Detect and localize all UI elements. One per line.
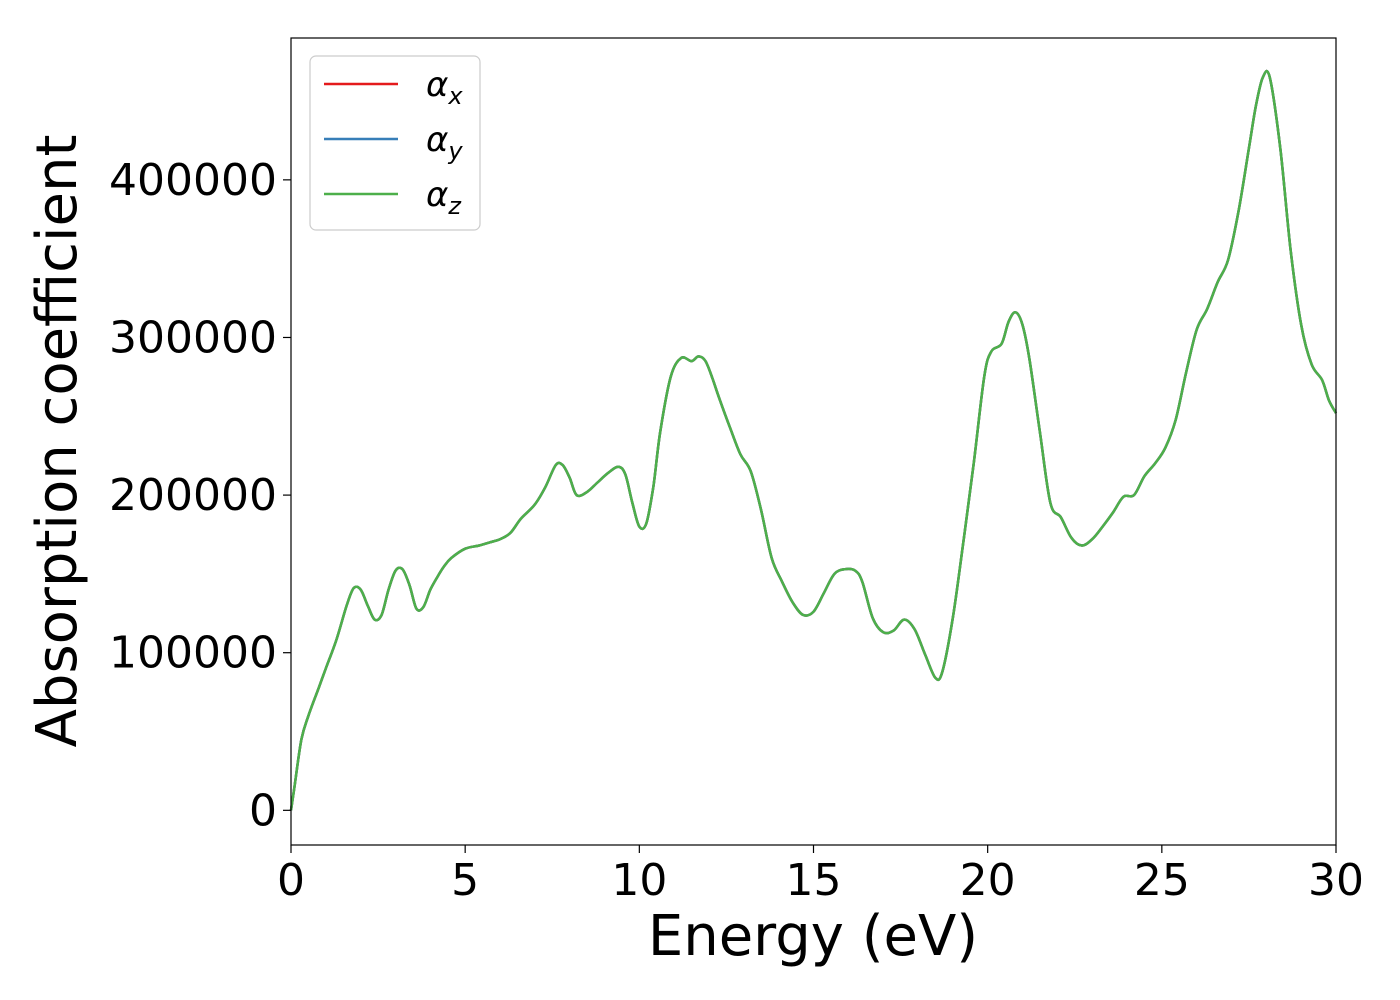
legend-label: αx bbox=[426, 65, 463, 110]
series-line-αz bbox=[289, 69, 1338, 811]
y-tick-label: 100000 bbox=[109, 628, 277, 679]
y-axis-label: Absorption coefficient bbox=[25, 135, 90, 748]
series-layer bbox=[289, 69, 1338, 811]
x-tick-label: 5 bbox=[451, 855, 479, 906]
legend-label: αy bbox=[426, 120, 463, 165]
x-tick-label: 20 bbox=[960, 855, 1016, 906]
x-tick-label: 30 bbox=[1308, 855, 1364, 906]
x-tick-label: 15 bbox=[786, 855, 842, 906]
legend-box bbox=[309, 55, 481, 231]
x-axis: 0 5 10 15 20 25 30 bbox=[277, 845, 1364, 906]
legend-label: αz bbox=[426, 175, 462, 220]
y-tick-label: 200000 bbox=[109, 470, 277, 521]
legend: αx αy αz bbox=[309, 55, 481, 231]
y-axis: 0 100000 200000 300000 400000 bbox=[109, 155, 291, 836]
y-tick-label: 300000 bbox=[109, 312, 277, 363]
y-tick-label: 400000 bbox=[109, 155, 277, 206]
y-tick-label: 0 bbox=[249, 785, 277, 836]
x-tick-label: 0 bbox=[277, 855, 305, 906]
x-tick-label: 10 bbox=[611, 855, 667, 906]
x-axis-label: Energy (eV) bbox=[648, 904, 978, 969]
x-tick-label: 25 bbox=[1134, 855, 1190, 906]
